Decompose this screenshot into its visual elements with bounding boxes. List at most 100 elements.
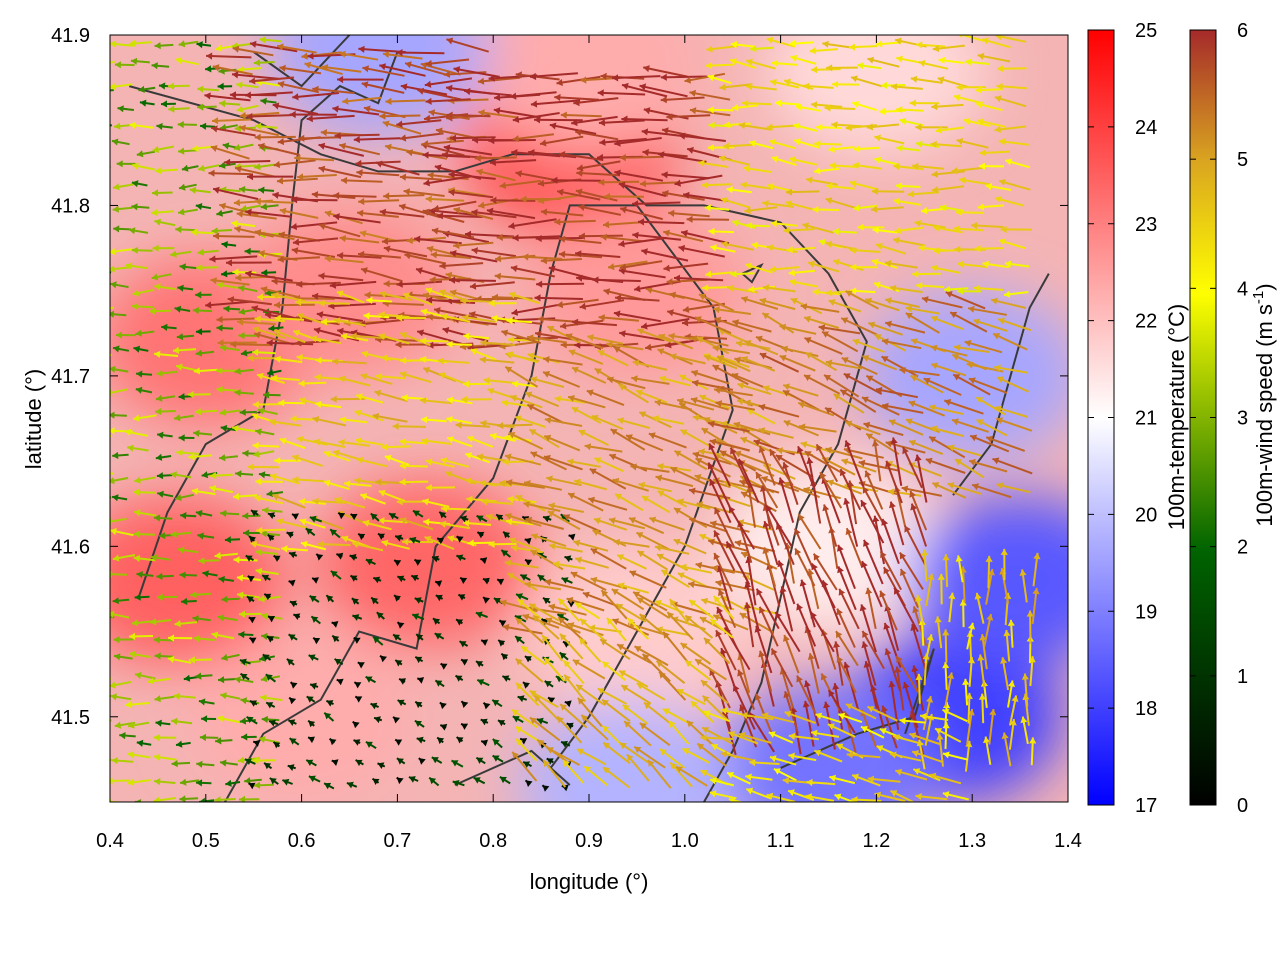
wind-vector-head [217, 715, 224, 723]
wind-vector-shaft [758, 445, 776, 486]
wind-vector-head [829, 774, 836, 782]
wind-vector-head [112, 597, 119, 605]
y-tick-label: 41.8 [51, 195, 90, 217]
wind-vector-shaft [834, 641, 844, 686]
wind-vector-shaft [839, 389, 877, 413]
wind-vector-head [276, 177, 284, 185]
wind-vector-head [860, 500, 868, 508]
wind-vector-shaft [708, 442, 731, 487]
wind-vector-head [822, 40, 829, 48]
wind-vector-head [324, 255, 331, 263]
wind-vector-head [256, 526, 263, 534]
wind-vector-shaft [539, 135, 584, 145]
wind-vector-head [647, 760, 655, 767]
wind-vector-head [336, 678, 344, 686]
wind-vector-head [786, 188, 793, 196]
wind-vector-shaft [614, 171, 664, 182]
wind-vector-shaft [928, 435, 966, 459]
wind-vector-head [657, 348, 665, 355]
wind-vector-shaft [430, 253, 472, 260]
wind-vector-head [308, 654, 316, 661]
wind-vector-head [289, 600, 297, 608]
wind-vector-head [187, 390, 194, 399]
wind-vector-shaft [639, 181, 681, 185]
wind-vector-head [655, 599, 662, 607]
wind-vector-head [312, 497, 319, 505]
wind-vector-head [111, 138, 119, 146]
wind-vector-head [696, 501, 704, 509]
wind-vector-head [409, 536, 417, 544]
colorbar-tick-label: 17 [1135, 795, 1157, 817]
wind-vector-head [110, 681, 116, 689]
wind-vector-head [341, 176, 348, 185]
wind-vector-shaft [576, 171, 620, 177]
wind-vector-head [578, 232, 585, 240]
wind-vector-head [563, 514, 571, 521]
wind-vector-head [771, 155, 779, 163]
wind-vector-head [638, 218, 645, 226]
wind-vector-head [254, 229, 262, 237]
wind-vector-shaft [657, 152, 707, 163]
wind-vector-shaft [556, 190, 601, 201]
wind-vector-head [488, 137, 495, 145]
wind-vector-head [294, 154, 301, 162]
wind-vector-head [536, 717, 544, 725]
wind-vector-head [728, 731, 736, 738]
wind-vector-head [808, 260, 815, 268]
wind-vector-head [942, 709, 950, 716]
wind-vector-head [286, 658, 294, 666]
wind-vector-head [845, 420, 853, 428]
wind-vector-head [87, 776, 93, 783]
wind-vector-head [445, 271, 453, 279]
wind-vector-head [515, 495, 523, 502]
wind-vector-head [624, 721, 631, 728]
wind-vector-head [188, 656, 195, 664]
wind-vector-head [319, 223, 326, 230]
wind-vector-head [642, 653, 650, 661]
wind-vector-head [798, 401, 806, 409]
wind-vector-head [618, 582, 625, 590]
wind-vector-head [681, 229, 688, 237]
wind-vector-shaft [523, 481, 562, 491]
wind-vector-head [217, 82, 224, 90]
wind-vector-head [355, 159, 362, 168]
wind-vector-head [490, 432, 497, 440]
wind-vector-head [395, 660, 403, 667]
wind-vector-head [617, 554, 625, 561]
wind-vector-shaft [774, 611, 801, 653]
wind-vector-head [84, 288, 90, 295]
wind-vector-head [501, 329, 509, 337]
wind-vector-head [446, 111, 453, 119]
wind-vector-head [862, 355, 870, 362]
wind-vector-head [239, 124, 246, 132]
wind-vector-head [199, 797, 206, 802]
wind-vector-head [154, 167, 162, 175]
wind-vector-shaft [589, 468, 627, 490]
wind-vector-head [692, 414, 700, 422]
wind-vector-head [244, 758, 252, 765]
wind-vector-head [427, 313, 434, 321]
wind-vector-head [253, 450, 260, 458]
wind-vector-head [111, 757, 118, 765]
wind-vector-head [779, 354, 787, 362]
wind-vector-shaft [613, 311, 661, 323]
wind-vector-head [414, 720, 422, 727]
wind-vector-head [90, 757, 96, 764]
wind-vector-head [234, 367, 241, 375]
wind-vector-shaft [273, 159, 316, 167]
x-tick-label: 0.9 [575, 830, 603, 852]
wind-vector-head [618, 181, 626, 189]
wind-vector-shaft [566, 597, 605, 612]
wind-vector-head [796, 446, 804, 454]
wind-vector-head [469, 311, 476, 319]
wind-vector-head [301, 52, 308, 60]
wind-vector-head [314, 438, 321, 446]
wind-vectors [84, 35, 1041, 802]
wind-vector-head [789, 156, 796, 164]
wind-vector-shaft [635, 531, 670, 551]
wind-vector-head [331, 621, 339, 628]
wind-vector-shaft [686, 218, 730, 221]
wind-vector-head [704, 354, 712, 362]
wind-vector-shaft [559, 319, 604, 328]
wind-vector-head [690, 397, 698, 404]
